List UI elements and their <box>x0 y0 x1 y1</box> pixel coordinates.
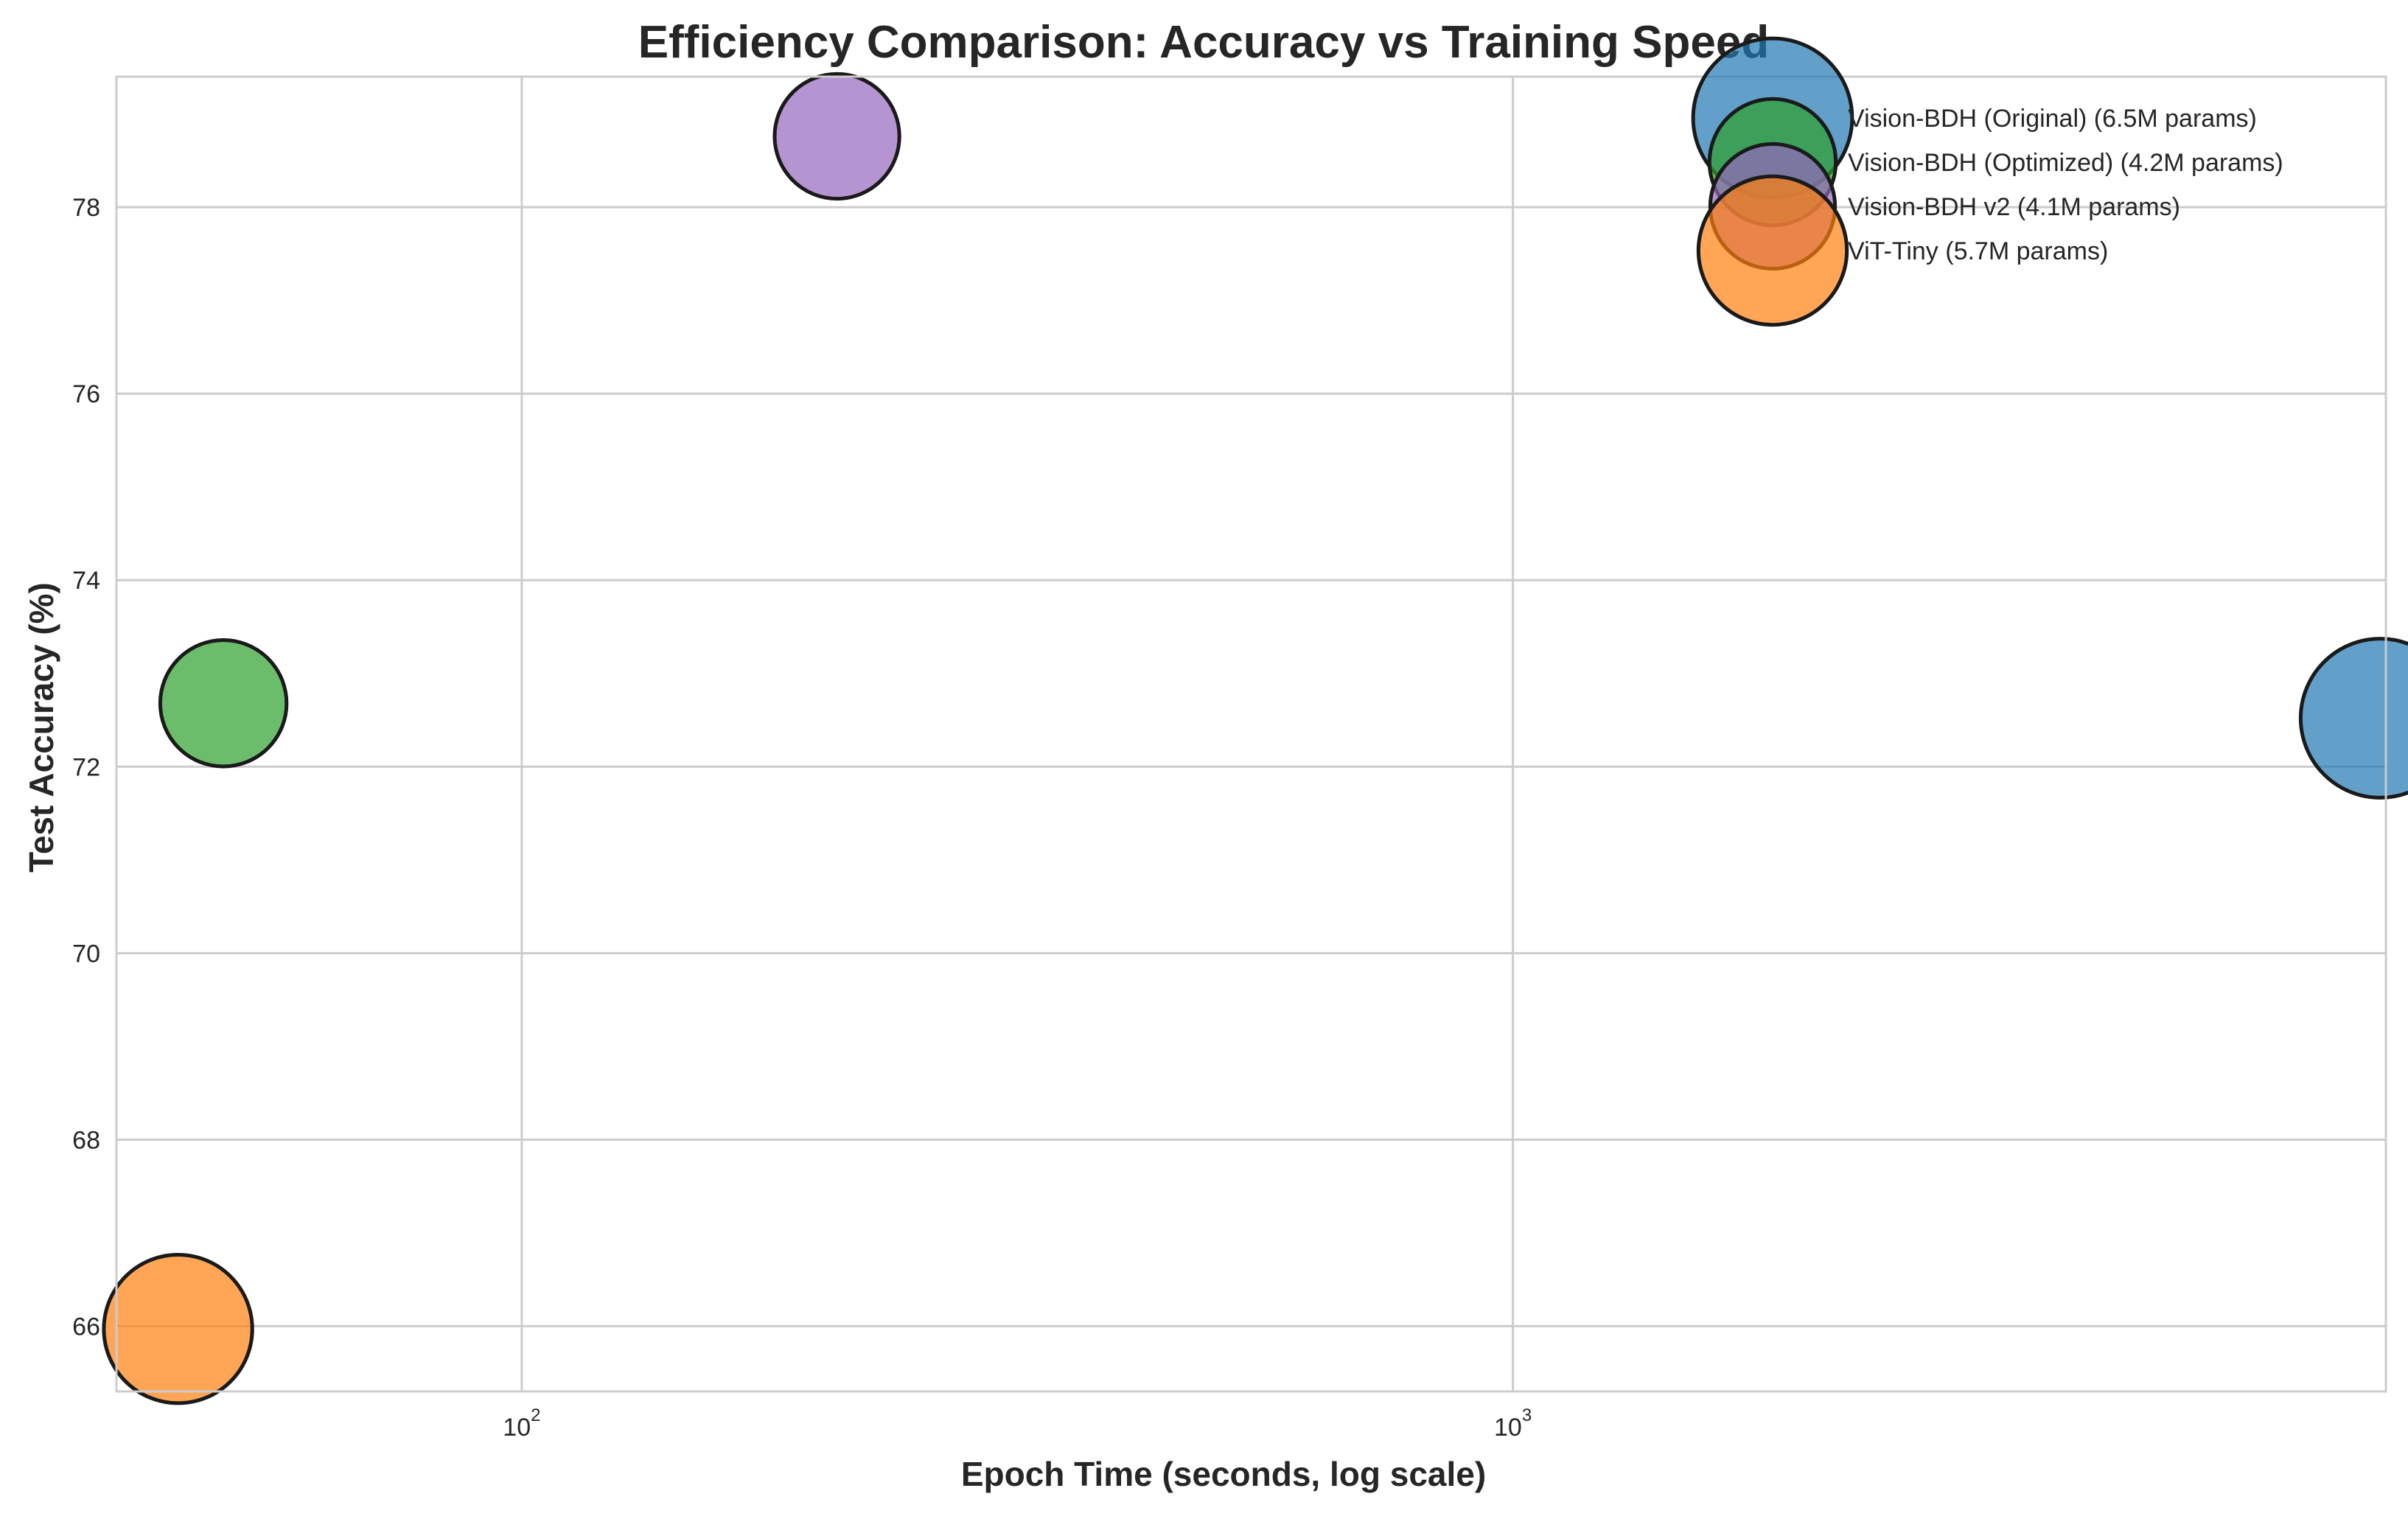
y-axis-label: Test Accuracy (%) <box>22 582 60 873</box>
y-tick-label: 74 <box>72 567 100 595</box>
point-series-3 <box>772 71 901 201</box>
plot-frame <box>115 75 2387 1393</box>
legend-label-1: Vision-BDH (Original) (6.5M params) <box>1848 105 2257 133</box>
point-series-2 <box>158 638 289 769</box>
y-tick-label: 68 <box>72 1126 100 1154</box>
chart-title: Efficiency Comparison: Accuracy vs Train… <box>638 17 1769 68</box>
x-tick-base: 10 <box>1494 1414 1522 1442</box>
legend-marker-4 <box>1696 174 1849 327</box>
y-tick-label: 78 <box>72 194 100 222</box>
scatter-points <box>102 71 2408 1405</box>
y-tick-label: 70 <box>72 940 100 968</box>
point-series-4 <box>102 1253 254 1405</box>
x-tick-label: 103 <box>1494 1405 1532 1442</box>
legend-label-4: ViT-Tiny (5.7M params) <box>1848 237 2108 265</box>
point-series-1 <box>2298 637 2408 800</box>
x-tick-base: 10 <box>503 1414 531 1442</box>
x-tick-label: 102 <box>503 1405 540 1442</box>
legend-label-2: Vision-BDH (Optimized) (4.2M params) <box>1848 149 2283 177</box>
x-tick-exponent: 2 <box>531 1405 540 1425</box>
grid <box>116 77 2386 1391</box>
x-axis-label: Epoch Time (seconds, log scale) <box>961 1455 1486 1493</box>
legend-label-3: Vision-BDH v2 (4.1M params) <box>1848 193 2180 221</box>
legend: Vision-BDH (Original) (6.5M params) Visio… <box>1691 36 2283 327</box>
x-tick-exponent: 3 <box>1522 1405 1532 1425</box>
y-tick-label: 72 <box>72 753 100 781</box>
y-tick-label: 76 <box>72 380 100 408</box>
y-tick-label: 66 <box>72 1313 100 1341</box>
